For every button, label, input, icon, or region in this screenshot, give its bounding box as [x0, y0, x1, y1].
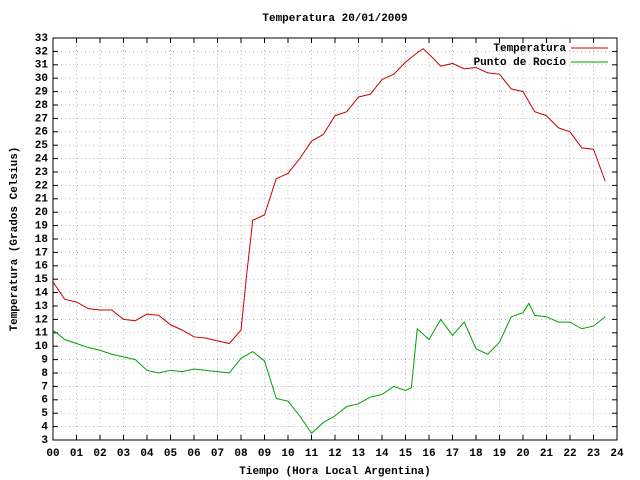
y-tick-label: 23 [35, 167, 49, 179]
x-tick-label: 19 [493, 448, 506, 460]
x-axis-label: Tiempo (Hora Local Argentina) [239, 466, 430, 478]
y-tick-label: 22 [35, 180, 48, 192]
x-tick-label: 17 [446, 448, 459, 460]
y-tick-label: 30 [35, 73, 48, 85]
x-tick-label: 14 [375, 448, 389, 460]
y-tick-label: 32 [35, 46, 48, 58]
x-tick-label: 21 [540, 448, 554, 460]
x-tick-label: 11 [305, 448, 319, 460]
y-tick-label: 20 [35, 207, 48, 219]
x-tick-label: 20 [516, 448, 529, 460]
x-tick-label: 06 [187, 448, 200, 460]
y-tick-label: 18 [35, 234, 49, 246]
x-tick-label: 00 [46, 448, 59, 460]
y-tick-label: 7 [41, 381, 48, 393]
x-tick-label: 24 [610, 448, 624, 460]
x-tick-label: 18 [469, 448, 483, 460]
x-tick-label: 08 [234, 448, 248, 460]
x-tick-label: 01 [70, 448, 84, 460]
legend-label: Punto de Rocío [474, 57, 567, 69]
y-tick-label: 5 [41, 408, 48, 420]
x-tick-label: 05 [164, 448, 178, 460]
series-line [52, 302, 606, 435]
y-tick-label: 29 [35, 87, 48, 99]
x-tick-label: 04 [140, 448, 154, 460]
x-tick-label: 12 [328, 448, 341, 460]
y-tick-label: 31 [35, 60, 49, 72]
x-tick-label: 22 [563, 448, 576, 460]
x-tick-label: 23 [587, 448, 601, 460]
series-line [52, 48, 606, 345]
y-tick-label: 19 [35, 221, 48, 233]
y-tick-label: 14 [35, 288, 49, 300]
y-tick-label: 13 [35, 301, 49, 313]
y-tick-label: 8 [41, 368, 48, 380]
y-tick-label: 27 [35, 113, 48, 125]
x-tick-label: 02 [93, 448, 106, 460]
y-tick-label: 6 [41, 395, 48, 407]
y-tick-label: 15 [35, 274, 49, 286]
x-tick-label: 09 [258, 448, 271, 460]
legend-label: Temperatura [493, 43, 566, 55]
y-tick-label: 26 [35, 127, 48, 139]
x-tick-label: 13 [352, 448, 366, 460]
y-tick-label: 33 [35, 33, 49, 45]
x-tick-label: 15 [399, 448, 413, 460]
y-tick-label: 11 [35, 328, 49, 340]
plot-border [52, 37, 618, 441]
y-axis-label: Temperatura (Grados Celsius) [9, 147, 21, 332]
y-tick-label: 16 [35, 261, 48, 273]
y-tick-label: 25 [35, 140, 49, 152]
y-tick-label: 21 [35, 194, 49, 206]
y-tick-label: 28 [35, 100, 49, 112]
y-tick-label: 17 [35, 247, 48, 259]
x-tick-label: 16 [422, 448, 435, 460]
x-tick-label: 10 [281, 448, 294, 460]
x-tick-label: 07 [211, 448, 224, 460]
y-tick-label: 3 [41, 435, 48, 447]
y-tick-label: 9 [41, 355, 48, 367]
y-tick-label: 4 [41, 422, 48, 434]
x-tick-label: 03 [117, 448, 131, 460]
y-tick-label: 12 [35, 314, 48, 326]
chart-title: Temperatura 20/01/2009 [262, 13, 407, 25]
y-tick-label: 10 [35, 341, 48, 353]
y-tick-label: 24 [35, 154, 49, 166]
